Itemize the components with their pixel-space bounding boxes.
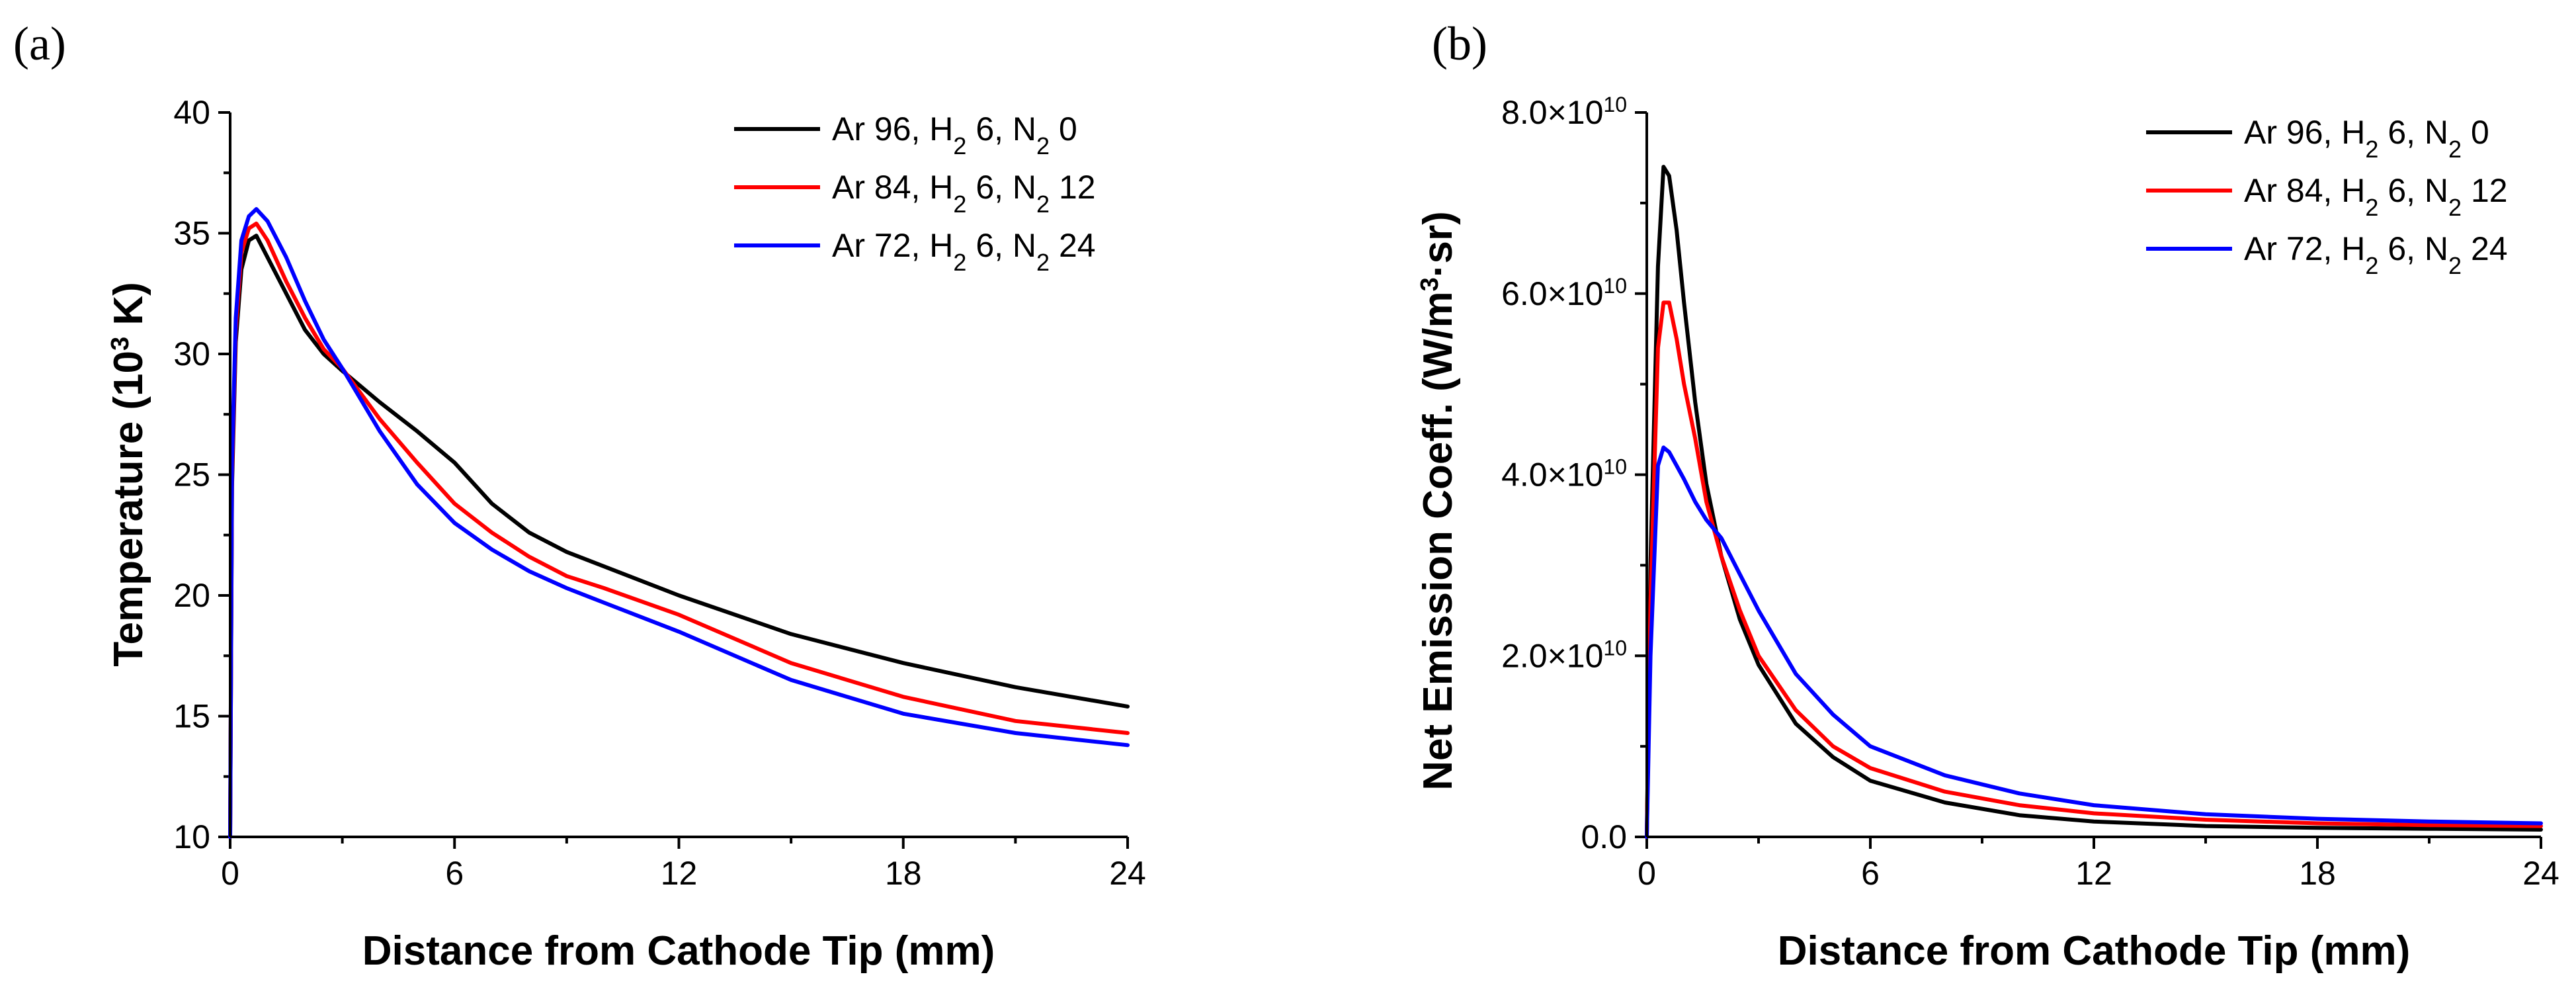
panel-a-y-title: Temperature (103 K) [106, 282, 151, 667]
panel-a-series-line-2 [228, 221, 1130, 839]
panel-a-legend-label-1: Ar 96, H2 6, N2 0 [832, 110, 1077, 159]
panel-b-y-title: Net Emission Coeff. (W/m3·sr) [1415, 211, 1461, 790]
panel-a-x-tick-label: 18 [885, 855, 922, 892]
panel-b-legend-label-2: Ar 84, H2 6, N2 12 [2244, 172, 2508, 221]
panel-a-legend-label-3: Ar 72, H2 6, N2 24 [832, 227, 1096, 276]
panel-a-y-title-part2: K) [106, 282, 151, 337]
panel-a-y-tick-label: 25 [173, 456, 210, 494]
panel-b-y-tick-label: 0.0 [1581, 818, 1627, 855]
panel-b-series-line-2 [1645, 300, 2543, 839]
panel-b-series [1645, 165, 2543, 839]
panel-b-y-tick-label: 4.0×1010 [1501, 455, 1627, 494]
panel-a-y-title-part1: Temperature (10 [106, 351, 151, 667]
panel-b-y-title-part2: ·sr) [1415, 211, 1461, 277]
panel-b-legend: Ar 96, H2 6, N2 0 Ar 84, H2 6, N2 12 Ar 72… [2146, 114, 2508, 279]
panel-b-series-line-1 [1645, 165, 2543, 839]
panel-b-y-tick-label: 6.0×1010 [1501, 274, 1627, 312]
panel-b-legend-label-3: Ar 72, H2 6, N2 24 [2244, 230, 2508, 279]
panel-a-x-tick-label: 24 [1109, 855, 1146, 892]
panel-b-x-title: Distance from Cathode Tip (mm) [1778, 928, 2411, 974]
panel-b-ticks: 0 6 12 18 24 0.0 2.0×1010 4.0×1010 6.0×1010 8.0×1… [1501, 93, 2559, 892]
panel-a-legend: Ar 96, H2 6, N2 0 Ar 84, H2 6, N2 12 Ar 72… [734, 110, 1096, 276]
panel-a-y-tick-label: 15 [173, 698, 210, 735]
panel-b-x-tick-label: 12 [2075, 855, 2112, 892]
panel-a-y-tick-label: 20 [173, 577, 210, 614]
panel-a-series-line-1 [228, 234, 1130, 839]
panel-a-series-line-3 [228, 207, 1130, 839]
panel-b-y-tick-label: 2.0×1010 [1501, 636, 1627, 674]
panel-a-x-tick-label: 0 [221, 855, 239, 892]
panel-b-x-tick-label: 24 [2522, 855, 2559, 892]
panel-b-legend-label-1: Ar 96, H2 6, N2 0 [2244, 114, 2489, 163]
panel-b-y-tick-label: 8.0×1010 [1501, 93, 1627, 131]
panel-a-legend-label-2: Ar 84, H2 6, N2 12 [832, 169, 1096, 218]
panel-b-x-tick-label: 0 [1638, 855, 1656, 892]
panel-a-y-tick-label: 10 [173, 818, 210, 855]
panel-a-series [228, 207, 1130, 839]
panel-a-x-tick-label: 6 [445, 855, 464, 892]
panel-a-y-tick-label: 35 [173, 215, 210, 252]
panel-a-y-title-sup: 3 [106, 337, 134, 351]
panel-b-label: (b) [1432, 17, 1487, 70]
panel-b-y-title-sup: 3 [1416, 277, 1444, 291]
panel-a-ticks: 0 6 12 18 24 10 15 20 25 30 35 40 [173, 94, 1145, 892]
panel-b: (b) 0 6 12 18 24 0.0 2.0×1010 4.0×1010 6.0×1010 8… [1415, 17, 2559, 974]
panel-a-y-tick-label: 30 [173, 335, 210, 372]
panel-b-x-tick-label: 18 [2299, 855, 2336, 892]
panel-a-label: (a) [13, 17, 66, 70]
panel-b-x-tick-label: 6 [1861, 855, 1880, 892]
panel-b-series-line-3 [1645, 445, 2543, 839]
panel-b-y-title-part1: Net Emission Coeff. (W/m [1415, 291, 1461, 790]
panel-a-y-tick-label: 40 [173, 94, 210, 131]
panel-a-x-tick-label: 12 [661, 855, 698, 892]
panel-a-x-title: Distance from Cathode Tip (mm) [362, 928, 995, 974]
panel-a: (a) 0 6 12 18 24 10 15 20 25 30 35 40 Distance from… [13, 17, 1146, 974]
